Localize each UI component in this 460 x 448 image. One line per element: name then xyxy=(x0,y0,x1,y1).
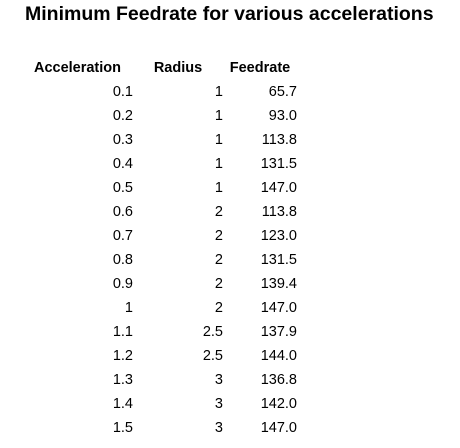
table-row: 0.7 2 123.0 xyxy=(22,224,297,248)
cell-radius: 1 xyxy=(214,84,223,100)
header-row: Acceleration Radius Feedrate xyxy=(22,56,297,80)
table-row: 0.5 1 147.0 xyxy=(22,176,297,200)
cell-acceleration: 0.2 xyxy=(112,108,133,124)
cell-radius: 1 xyxy=(214,108,223,124)
cell-feedrate: 65.7 xyxy=(268,84,297,100)
cell-feedrate: 139.4 xyxy=(260,276,297,292)
cell-acceleration: 1.1 xyxy=(112,324,133,340)
cell-acceleration: 1.5 xyxy=(112,420,133,436)
cell-radius: 2 xyxy=(214,204,223,220)
cell-feedrate: 136.8 xyxy=(260,372,297,388)
header-radius: Radius xyxy=(153,60,203,76)
cell-radius: 3 xyxy=(214,372,223,388)
cell-radius: 2 xyxy=(214,276,223,292)
cell-feedrate: 147.0 xyxy=(260,300,297,316)
header-feedrate: Feedrate xyxy=(229,60,291,76)
table-row: 0.2 1 93.0 xyxy=(22,104,297,128)
header-acceleration: Acceleration xyxy=(33,60,122,76)
cell-feedrate: 123.0 xyxy=(260,228,297,244)
cell-radius: 1 xyxy=(214,180,223,196)
table-row: 0.3 1 113.8 xyxy=(22,128,297,152)
cell-radius: 2 xyxy=(214,252,223,268)
table-row: 1 2 147.0 xyxy=(22,296,297,320)
cell-acceleration: 1.2 xyxy=(112,348,133,364)
cell-feedrate: 113.8 xyxy=(261,204,297,220)
table-row: 1.5 3 147.0 xyxy=(22,416,297,440)
cell-acceleration: 0.7 xyxy=(112,228,133,244)
cell-acceleration: 0.6 xyxy=(112,204,133,220)
cell-radius: 1 xyxy=(214,132,223,148)
cell-acceleration: 0.5 xyxy=(112,180,133,196)
feedrate-table: Acceleration Radius Feedrate 0.1 1 65.7 0.2… xyxy=(22,56,297,440)
cell-feedrate: 131.5 xyxy=(260,156,297,172)
table-row: 0.8 2 131.5 xyxy=(22,248,297,272)
cell-feedrate: 113.8 xyxy=(261,132,297,148)
table-row: 1.2 2.5 144.0 xyxy=(22,344,297,368)
cell-feedrate: 93.0 xyxy=(268,108,297,124)
cell-acceleration: 0.3 xyxy=(112,132,133,148)
table-row: 1.1 2.5 137.9 xyxy=(22,320,297,344)
cell-acceleration: 1 xyxy=(124,300,133,316)
cell-acceleration: 1.3 xyxy=(112,372,133,388)
cell-radius: 1 xyxy=(214,156,223,172)
table-row: 0.4 1 131.5 xyxy=(22,152,297,176)
cell-acceleration: 0.9 xyxy=(112,276,133,292)
cell-feedrate: 144.0 xyxy=(260,348,297,364)
cell-radius: 2 xyxy=(214,228,223,244)
cell-acceleration: 1.4 xyxy=(112,396,133,412)
table-body: 0.1 1 65.7 0.2 1 93.0 0.3 1 113.8 0.4 1 131.5 0.5 1 14… xyxy=(22,80,297,440)
cell-acceleration: 0.1 xyxy=(112,84,133,100)
cell-radius: 2.5 xyxy=(202,324,223,340)
table-row: 1.3 3 136.8 xyxy=(22,368,297,392)
cell-radius: 3 xyxy=(214,396,223,412)
table-row: 0.9 2 139.4 xyxy=(22,272,297,296)
table-row: 0.6 2 113.8 xyxy=(22,200,297,224)
table-row: 0.1 1 65.7 xyxy=(22,80,297,104)
cell-radius: 3 xyxy=(214,420,223,436)
page-title: Minimum Feedrate for various acceleratio… xyxy=(25,3,434,25)
cell-feedrate: 147.0 xyxy=(260,180,297,196)
cell-radius: 2 xyxy=(214,300,223,316)
cell-feedrate: 131.5 xyxy=(260,252,297,268)
cell-feedrate: 147.0 xyxy=(260,420,297,436)
table-row: 1.4 3 142.0 xyxy=(22,392,297,416)
cell-acceleration: 0.4 xyxy=(112,156,133,172)
cell-feedrate: 137.9 xyxy=(260,324,297,340)
cell-radius: 2.5 xyxy=(202,348,223,364)
cell-acceleration: 0.8 xyxy=(112,252,133,268)
cell-feedrate: 142.0 xyxy=(260,396,297,412)
